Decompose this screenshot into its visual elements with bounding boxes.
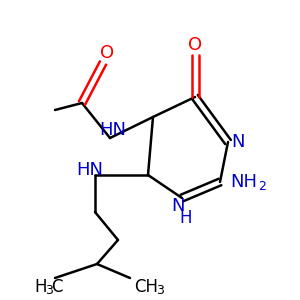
Text: CH: CH — [134, 278, 158, 296]
Text: H: H — [180, 209, 192, 227]
Text: NH: NH — [230, 173, 257, 191]
Text: H: H — [35, 278, 47, 296]
Text: 2: 2 — [258, 179, 266, 193]
Text: HN: HN — [76, 161, 103, 179]
Text: C: C — [51, 278, 63, 296]
Text: O: O — [100, 44, 114, 62]
Text: N: N — [171, 197, 185, 215]
Text: N: N — [231, 133, 245, 151]
Text: HN: HN — [100, 121, 127, 139]
Text: 3: 3 — [45, 284, 53, 296]
Text: O: O — [188, 36, 202, 54]
Text: 3: 3 — [156, 284, 164, 296]
